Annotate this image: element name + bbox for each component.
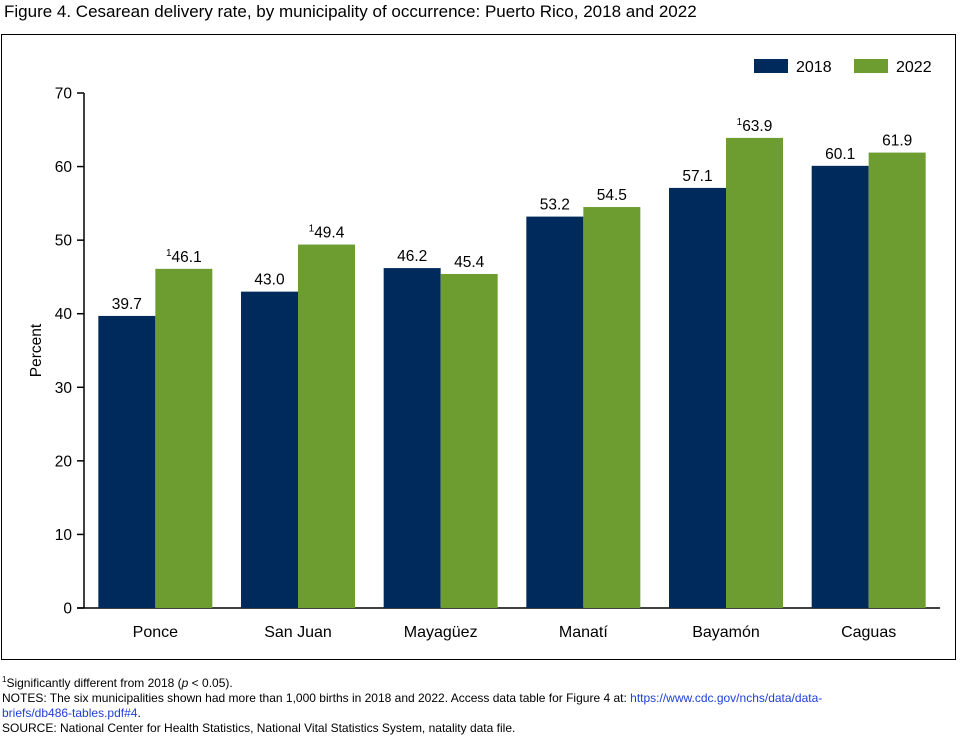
bar-2022-Manatí [583, 207, 641, 609]
data-table-link-part1[interactable]: https://www.cdc.gov/nchs/data/data- [630, 691, 823, 705]
chart-notes: 1Significantly different from 2018 (p < … [2, 676, 952, 736]
bar-2018-Manatí [526, 216, 584, 608]
legend-swatch-2022 [854, 59, 888, 73]
footnote-p: p [181, 676, 189, 690]
y-tick-label-40: 40 [55, 306, 73, 323]
data-label-2022-Caguas: 61.9 [882, 133, 912, 150]
notes-line-1: NOTES: The six municipalities shown had … [2, 691, 952, 706]
data-label-2018-Ponce: 39.7 [112, 296, 142, 313]
y-tick-label-60: 60 [55, 159, 73, 176]
bar-2022-Bayamón [726, 137, 783, 608]
legend-swatch-2018 [754, 59, 788, 73]
data-label-2022-Mayagüez: 45.4 [454, 254, 485, 271]
bar-2022-Mayagüez [440, 273, 498, 608]
y-tick-label-0: 0 [63, 601, 72, 618]
category-label-1: San Juan [264, 624, 332, 641]
footnote-text-post: < 0.05). [188, 676, 233, 690]
bar-2022-Ponce [155, 268, 213, 608]
data-table-link-part2[interactable]: briefs/db486-tables.pdf#4 [2, 706, 138, 720]
data-label-2022-Ponce: 146.1 [166, 248, 202, 266]
y-tick-label-20: 20 [55, 453, 73, 470]
y-tick-label-30: 30 [55, 380, 73, 397]
y-tick-label-70: 70 [55, 86, 73, 103]
legend-label-2022: 2022 [896, 59, 932, 76]
data-label-2018-Mayagüez: 46.2 [397, 248, 427, 265]
data-label-2018-Bayamón: 57.1 [682, 168, 712, 185]
data-label-2022-Manatí: 54.5 [597, 187, 627, 204]
footnote-text-pre: Significantly different from 2018 ( [6, 676, 182, 690]
notes-text: NOTES: The six municipalities shown had … [2, 691, 631, 705]
chart-frame: 0 10 20 30 40 50 60 70 Percent 39.7 146.1 Ponce 43.0… [1, 34, 956, 660]
chart-title: Figure 4. Cesarean delivery rate, by mun… [4, 2, 697, 21]
bar-2022-San Juan [298, 244, 355, 609]
data-label-2018-San Juan: 43.0 [254, 272, 285, 289]
category-label-5: Caguas [841, 624, 896, 641]
bar-2018-Caguas [811, 165, 869, 609]
data-label-2022-San Juan: 149.4 [309, 224, 345, 242]
y-tick-label-10: 10 [55, 527, 73, 544]
category-label-0: Ponce [133, 624, 178, 641]
data-label-2018-Manatí: 53.2 [540, 197, 570, 214]
bar-chart: 0 10 20 30 40 50 60 70 Percent 39.7 146.1 Ponce 43.0… [28, 59, 940, 641]
bar-2018-Mayagüez [383, 268, 441, 608]
source-note: SOURCE: National Center for Health Stati… [2, 721, 516, 735]
notes-period: . [137, 706, 141, 720]
bar-2018-San Juan [241, 291, 298, 608]
data-label-2022-Bayamón: 163.9 [737, 117, 773, 135]
bar-2018-Bayamón [669, 187, 726, 608]
bar-2022-Caguas [868, 152, 926, 608]
footnote-mark: 1 [2, 675, 7, 684]
category-label-3: Manatí [559, 624, 608, 641]
y-axis-title: Percent [28, 323, 45, 377]
data-label-2018-Caguas: 60.1 [825, 146, 855, 163]
footnote: 1Significantly different from 2018 (p < … [2, 676, 952, 691]
notes-line-2: briefs/db486-tables.pdf#4. [2, 706, 952, 721]
y-tick-label-50: 50 [55, 233, 73, 250]
category-label-4: Bayamón [692, 624, 760, 641]
legend-label-2018: 2018 [796, 59, 832, 76]
bar-2018-Ponce [98, 315, 156, 608]
category-label-2: Mayagüez [404, 624, 478, 641]
